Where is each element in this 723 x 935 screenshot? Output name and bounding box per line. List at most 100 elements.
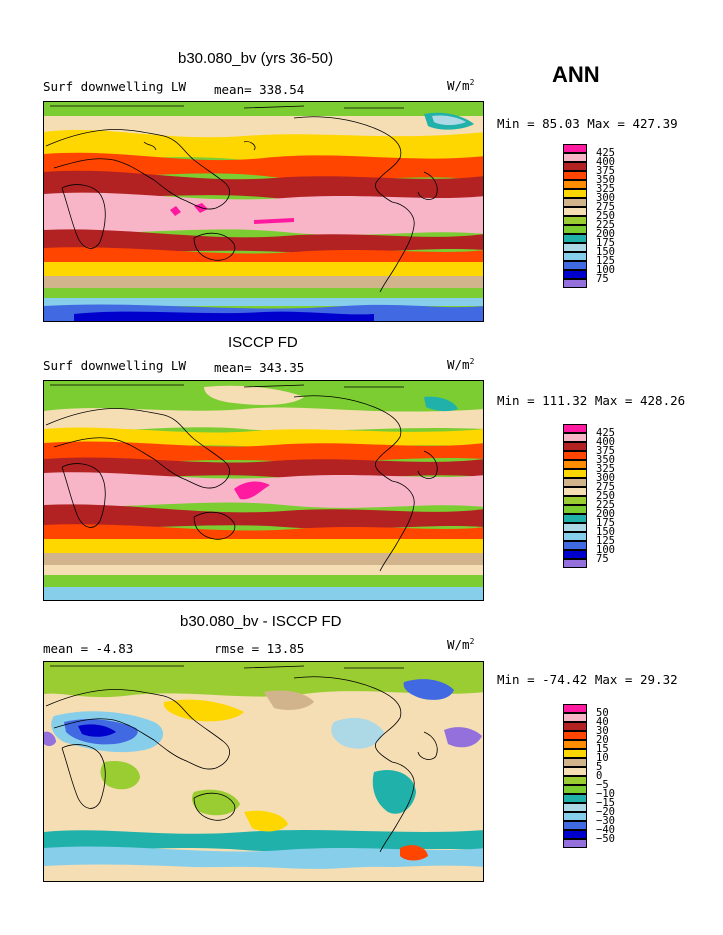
colorbar-swatch bbox=[563, 424, 587, 433]
panel-3-colorbar-cells bbox=[563, 704, 587, 848]
colorbar-swatch bbox=[563, 803, 587, 812]
colorbar-level-label: 75 bbox=[596, 553, 609, 565]
colorbar-level-label: 15 bbox=[596, 743, 609, 755]
colorbar-swatch bbox=[563, 487, 587, 496]
panel-3-title: b30.080_bv - ISCCP FD bbox=[180, 613, 342, 630]
colorbar-level-label: 40 bbox=[596, 716, 609, 728]
colorbar-level-label: 150 bbox=[596, 246, 615, 258]
panel-2-units: W/m2 bbox=[447, 357, 475, 373]
colorbar-level-label: −40 bbox=[596, 824, 615, 836]
colorbar-swatch bbox=[563, 541, 587, 550]
colorbar-swatch bbox=[563, 198, 587, 207]
colorbar-level-label: 425 bbox=[596, 147, 615, 159]
colorbar-swatch bbox=[563, 433, 587, 442]
colorbar-swatch bbox=[563, 270, 587, 279]
panel-1-minmax: Min = 85.03 Max = 427.39 bbox=[497, 116, 678, 131]
colorbar-swatch bbox=[563, 189, 587, 198]
panel-1-map bbox=[43, 101, 484, 322]
panel-3-minmax: Min = -74.42 Max = 29.32 bbox=[497, 672, 678, 687]
colorbar-level-label: −15 bbox=[596, 797, 615, 809]
colorbar-level-label: 125 bbox=[596, 535, 615, 547]
colorbar-level-label: 325 bbox=[596, 463, 615, 475]
panel-1-title: b30.080_bv (yrs 36-50) bbox=[178, 50, 334, 67]
panel-3-colorbar: 50 40 30 20 15 10 5 0 −5 −10 −15 −20 −30 −40 −50 bbox=[563, 704, 615, 848]
panel-2-title: ISCCP FD bbox=[228, 334, 298, 351]
colorbar-swatch bbox=[563, 740, 587, 749]
colorbar-level-label: 50 bbox=[596, 707, 609, 719]
colorbar-level-label: 275 bbox=[596, 481, 615, 493]
colorbar-level-label: 300 bbox=[596, 472, 615, 484]
colorbar-swatch bbox=[563, 451, 587, 460]
colorbar-level-label: −5 bbox=[596, 779, 609, 791]
colorbar-level-label: 225 bbox=[596, 499, 615, 511]
colorbar-swatch bbox=[563, 767, 587, 776]
colorbar-level-label: 350 bbox=[596, 174, 615, 186]
colorbar-level-label: 350 bbox=[596, 454, 615, 466]
season-label: ANN bbox=[552, 62, 600, 87]
colorbar-swatch bbox=[563, 207, 587, 216]
panel-2-map bbox=[43, 380, 484, 601]
colorbar-level-label: 300 bbox=[596, 192, 615, 204]
colorbar-level-label: 200 bbox=[596, 508, 615, 520]
colorbar-level-label: 250 bbox=[596, 210, 615, 222]
colorbar-level-label: 0 bbox=[596, 770, 603, 782]
panel-3-units: W/m2 bbox=[447, 637, 475, 653]
colorbar-level-label: 400 bbox=[596, 436, 615, 448]
colorbar-swatch bbox=[563, 532, 587, 541]
colorbar-swatch bbox=[563, 496, 587, 505]
colorbar-swatch bbox=[563, 505, 587, 514]
panel-3-rmse-label: rmse = 13.85 bbox=[214, 641, 305, 656]
colorbar-swatch bbox=[563, 776, 587, 785]
colorbar-swatch bbox=[563, 144, 587, 153]
colorbar-swatch bbox=[563, 171, 587, 180]
panel-2-minmax: Min = 111.32 Max = 428.26 bbox=[497, 393, 686, 408]
colorbar-level-label: 225 bbox=[596, 219, 615, 231]
colorbar-swatch bbox=[563, 794, 587, 803]
colorbar-swatch bbox=[563, 812, 587, 821]
panel-1-colorbar: 425 400 375 350 325 300 275 250 225 200 175 150 125 1… bbox=[563, 144, 615, 288]
colorbar-level-label: 325 bbox=[596, 183, 615, 195]
colorbar-swatch bbox=[563, 722, 587, 731]
colorbar-swatch bbox=[563, 559, 587, 568]
colorbar-level-label: 125 bbox=[596, 255, 615, 267]
colorbar-swatch bbox=[563, 162, 587, 171]
panel-1-variable-label: Surf downwelling LW bbox=[43, 79, 186, 94]
panel-2-colorbar: 425 400 375 350 325 300 275 250 225 200 175 150 125 1… bbox=[563, 424, 615, 568]
colorbar-swatch bbox=[563, 216, 587, 225]
panel-2-variable-label: Surf downwelling LW bbox=[43, 358, 186, 373]
colorbar-swatch bbox=[563, 153, 587, 162]
colorbar-level-label: −30 bbox=[596, 815, 615, 827]
colorbar-swatch bbox=[563, 830, 587, 839]
colorbar-level-label: 375 bbox=[596, 165, 615, 177]
colorbar-swatch bbox=[563, 713, 587, 722]
colorbar-level-label: 250 bbox=[596, 490, 615, 502]
colorbar-swatch bbox=[563, 243, 587, 252]
colorbar-level-label: 425 bbox=[596, 427, 615, 439]
colorbar-swatch bbox=[563, 478, 587, 487]
panel-1-units: W/m2 bbox=[447, 78, 475, 94]
colorbar-level-label: 75 bbox=[596, 273, 609, 285]
panel-3-map bbox=[43, 661, 484, 882]
colorbar-level-label: 5 bbox=[596, 761, 603, 773]
colorbar-swatch bbox=[563, 442, 587, 451]
colorbar-level-label: 150 bbox=[596, 526, 615, 538]
colorbar-swatch bbox=[563, 550, 587, 559]
colorbar-swatch bbox=[563, 821, 587, 830]
colorbar-swatch bbox=[563, 785, 587, 794]
colorbar-level-label: 400 bbox=[596, 156, 615, 168]
colorbar-level-label: −10 bbox=[596, 788, 615, 800]
colorbar-level-label: 175 bbox=[596, 517, 615, 529]
colorbar-swatch bbox=[563, 758, 587, 767]
colorbar-swatch bbox=[563, 279, 587, 288]
colorbar-level-label: 20 bbox=[596, 734, 609, 746]
colorbar-level-label: 100 bbox=[596, 264, 615, 276]
colorbar-level-label: 375 bbox=[596, 445, 615, 457]
colorbar-swatch bbox=[563, 460, 587, 469]
colorbar-level-label: 200 bbox=[596, 228, 615, 240]
colorbar-swatch bbox=[563, 514, 587, 523]
panel-1-colorbar-cells bbox=[563, 144, 587, 288]
colorbar-swatch bbox=[563, 749, 587, 758]
colorbar-swatch bbox=[563, 180, 587, 189]
colorbar-level-label: 10 bbox=[596, 752, 609, 764]
panel-3-mean-label: mean = -4.83 bbox=[43, 641, 134, 656]
